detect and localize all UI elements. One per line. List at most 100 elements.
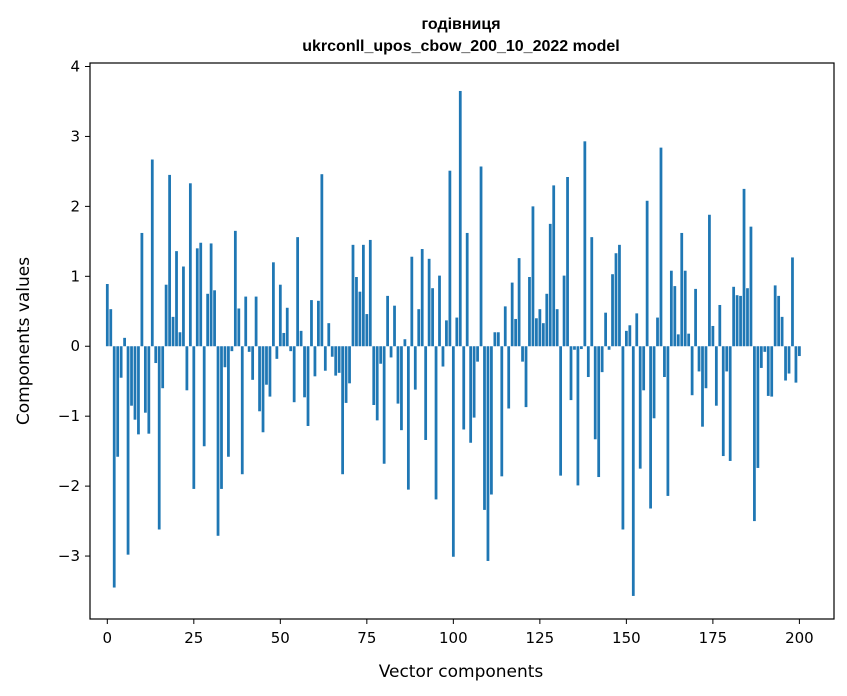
bar-1 — [109, 309, 113, 347]
x-tick-label: 50 — [271, 629, 290, 647]
bar-18 — [168, 174, 171, 347]
bar-62 — [320, 174, 324, 347]
bar-27 — [199, 242, 203, 347]
bar-96 — [438, 275, 441, 347]
bar-165 — [676, 334, 680, 347]
bar-110 — [486, 346, 490, 561]
bar-102 — [458, 90, 462, 347]
bar-121 — [524, 346, 528, 408]
bar-92 — [424, 346, 428, 440]
bar-56 — [299, 330, 303, 347]
bar-93 — [427, 258, 431, 347]
bar-132 — [562, 275, 566, 347]
bar-76 — [368, 239, 372, 347]
bar-149 — [621, 346, 625, 530]
bar-11 — [143, 346, 147, 413]
bar-64 — [327, 323, 331, 347]
bar-192 — [770, 346, 774, 397]
bar-50 — [278, 284, 282, 347]
bars-group — [105, 90, 801, 596]
y-tick-label: 2 — [70, 197, 80, 215]
bar-166 — [680, 232, 684, 347]
bar-59 — [310, 300, 313, 347]
bar-57 — [303, 346, 306, 398]
bar-7 — [130, 346, 133, 406]
bar-68 — [341, 346, 344, 475]
bar-131 — [559, 346, 563, 476]
bar-88 — [410, 256, 414, 347]
bar-9 — [137, 346, 140, 435]
bar-105 — [469, 346, 473, 443]
bar-36 — [230, 346, 234, 352]
bar-83 — [393, 305, 396, 347]
bar-117 — [510, 282, 514, 347]
bar-111 — [490, 346, 493, 495]
bar-95 — [434, 346, 438, 500]
bar-148 — [618, 244, 621, 347]
bar-85 — [400, 346, 403, 431]
bar-75 — [365, 314, 369, 347]
bar-198 — [791, 257, 794, 347]
x-tick-label: 150 — [612, 629, 641, 647]
bar-53 — [289, 346, 293, 352]
bar-127 — [545, 293, 549, 347]
bar-184 — [742, 188, 746, 347]
bar-141 — [593, 346, 597, 440]
bar-170 — [694, 288, 697, 347]
bar-152 — [631, 346, 635, 596]
bar-189 — [759, 346, 763, 368]
bar-4 — [119, 346, 123, 378]
bar-168 — [687, 333, 691, 347]
bar-100 — [451, 346, 455, 557]
bar-60 — [313, 346, 317, 377]
bar-119 — [517, 258, 521, 347]
bar-161 — [663, 346, 666, 378]
bar-137 — [580, 346, 583, 350]
bar-115 — [503, 306, 507, 347]
bar-28 — [202, 346, 206, 447]
bar-197 — [787, 346, 791, 374]
bar-66 — [334, 346, 338, 376]
bar-142 — [597, 346, 601, 478]
bar-181 — [732, 286, 736, 347]
bar-182 — [735, 295, 739, 347]
bar-134 — [569, 346, 573, 401]
bar-73 — [358, 291, 362, 347]
bar-106 — [472, 346, 476, 418]
bar-191 — [766, 346, 770, 396]
bar-172 — [701, 346, 704, 427]
bar-86 — [403, 339, 407, 347]
bar-99 — [448, 170, 452, 347]
bar-145 — [607, 346, 611, 350]
bar-138 — [583, 141, 587, 347]
bar-10 — [140, 232, 144, 347]
bar-133 — [566, 177, 569, 347]
bar-174 — [708, 214, 711, 347]
bar-126 — [541, 323, 545, 347]
bar-35 — [227, 346, 230, 457]
chart-title-line2: ukrconll_upos_cbow_200_10_2022 model — [302, 38, 619, 55]
bar-179 — [725, 346, 729, 372]
bar-200 — [798, 346, 801, 357]
bar-47 — [268, 346, 272, 397]
bar-188 — [756, 346, 760, 468]
bar-15 — [157, 346, 161, 530]
bar-180 — [728, 346, 732, 461]
bar-124 — [535, 318, 538, 347]
bar-190 — [763, 346, 767, 352]
bar-112 — [493, 332, 497, 347]
bar-45 — [261, 346, 265, 433]
bar-84 — [396, 346, 400, 404]
bar-169 — [690, 346, 694, 396]
bar-77 — [372, 346, 376, 405]
bar-122 — [528, 277, 531, 347]
bar-196 — [784, 346, 787, 381]
bar-128 — [548, 223, 552, 347]
x-tick-label: 200 — [785, 629, 814, 647]
bar-48 — [272, 262, 275, 347]
bar-51 — [282, 332, 286, 347]
bar-22 — [182, 266, 185, 347]
bar-94 — [431, 288, 434, 347]
chart-title-line1: годівниця — [421, 16, 500, 33]
